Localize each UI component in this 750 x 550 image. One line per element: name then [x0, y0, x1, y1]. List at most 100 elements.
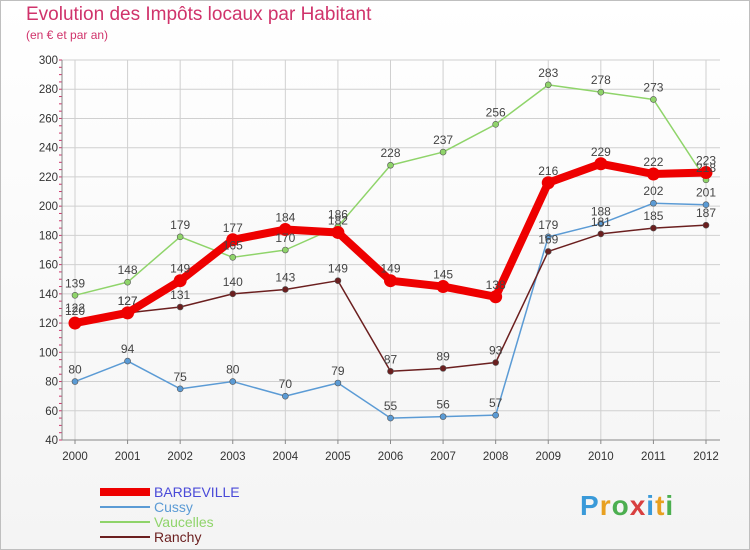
data-point [176, 303, 184, 311]
brand-letter: r [599, 490, 612, 521]
x-tick-label: 2002 [167, 451, 193, 463]
data-label: 138 [486, 278, 506, 292]
data-point [702, 221, 710, 229]
data-label: 222 [643, 155, 663, 169]
brand-letter: o [611, 490, 630, 521]
data-point [492, 121, 499, 128]
data-point [387, 368, 394, 375]
brand-letter: i [646, 490, 656, 521]
data-point [68, 316, 82, 330]
data-point [387, 161, 394, 169]
data-label: 145 [433, 268, 453, 282]
data-label: 89 [436, 349, 450, 363]
data-label: 278 [591, 73, 611, 87]
data-label: 179 [170, 218, 190, 232]
data-point [439, 413, 447, 420]
data-label: 149 [170, 262, 190, 276]
x-tick-label: 2006 [378, 451, 404, 463]
x-tick-label: 2009 [535, 451, 561, 463]
data-point [544, 81, 552, 89]
data-point [594, 157, 608, 171]
x-tick-label: 2005 [325, 451, 351, 463]
data-label: 283 [538, 66, 558, 80]
series-lines [68, 81, 713, 422]
data-label: 216 [538, 164, 558, 178]
data-label: 122 [65, 301, 85, 315]
data-point [489, 290, 503, 304]
data-point [278, 223, 292, 237]
x-tick-label: 2011 [641, 451, 666, 463]
data-point [492, 359, 499, 366]
data-label: 170 [275, 231, 295, 245]
data-label: 237 [433, 133, 453, 147]
data-point [699, 166, 713, 180]
data-label: 202 [643, 184, 663, 198]
data-label: 165 [223, 238, 243, 252]
data-point [439, 365, 447, 372]
data-label: 93 [489, 344, 503, 358]
data-label: 127 [118, 294, 138, 308]
data-label: 182 [328, 213, 348, 227]
data-point [597, 220, 605, 227]
data-point [597, 88, 605, 96]
data-label: 120 [65, 304, 85, 318]
data-label: 201 [696, 186, 716, 200]
data-point [387, 414, 394, 422]
data-label: 140 [223, 275, 243, 289]
data-point [229, 290, 237, 298]
brand-letter: x [629, 490, 647, 521]
data-point [176, 233, 184, 241]
y-tick-label: 240 [39, 143, 58, 155]
data-label: 187 [696, 206, 716, 220]
data-point [650, 96, 657, 103]
data-point [597, 230, 605, 238]
y-tick-label: 120 [39, 318, 58, 330]
data-label: 79 [331, 364, 345, 378]
data-point [646, 167, 660, 181]
y-tick-label: 140 [39, 289, 58, 301]
data-point [176, 385, 184, 393]
data-point [492, 411, 499, 419]
data-label: 149 [380, 262, 400, 276]
data-point [226, 233, 240, 247]
legend-label: BARBEVILLE [154, 484, 240, 500]
x-tick-label: 2008 [483, 451, 509, 463]
data-label: 70 [279, 377, 293, 391]
data-label: 80 [68, 363, 82, 377]
data-point [436, 280, 450, 294]
data-point [124, 357, 131, 365]
data-label: 149 [328, 262, 348, 276]
data-label: 131 [170, 288, 190, 302]
axes: 40 60 80 100 120 140 160 180 200 220 240 260 280 300 2… [39, 55, 720, 463]
data-point [229, 254, 237, 261]
data-point [334, 379, 342, 387]
data-label: 177 [223, 221, 243, 235]
legend-label: Vaucelles [154, 514, 214, 530]
data-point [702, 201, 710, 208]
data-label: 185 [643, 209, 663, 223]
data-label: 181 [591, 215, 611, 229]
y-tick-label: 40 [45, 435, 58, 447]
data-label: 80 [226, 363, 240, 377]
y-tick-label: 180 [39, 230, 58, 242]
data-label: 228 [380, 146, 400, 160]
data-label: 169 [538, 232, 558, 246]
legend-label: Ranchy [154, 529, 201, 545]
y-tick-label: 280 [39, 84, 58, 96]
y-tick-label: 300 [39, 55, 58, 67]
data-label: 218 [696, 161, 716, 175]
data-point [282, 392, 289, 400]
data-label: 127 [118, 294, 138, 308]
x-tick-label: 2003 [220, 451, 246, 463]
data-label: 148 [118, 263, 138, 277]
data-label: 94 [121, 342, 135, 356]
legend-label: Cussy [154, 499, 193, 515]
data-point [71, 292, 79, 299]
proxiti-logo: Proxiti [580, 490, 674, 522]
y-tick-label: 220 [39, 172, 58, 184]
data-label: 256 [486, 105, 506, 119]
data-label: 143 [275, 270, 295, 284]
